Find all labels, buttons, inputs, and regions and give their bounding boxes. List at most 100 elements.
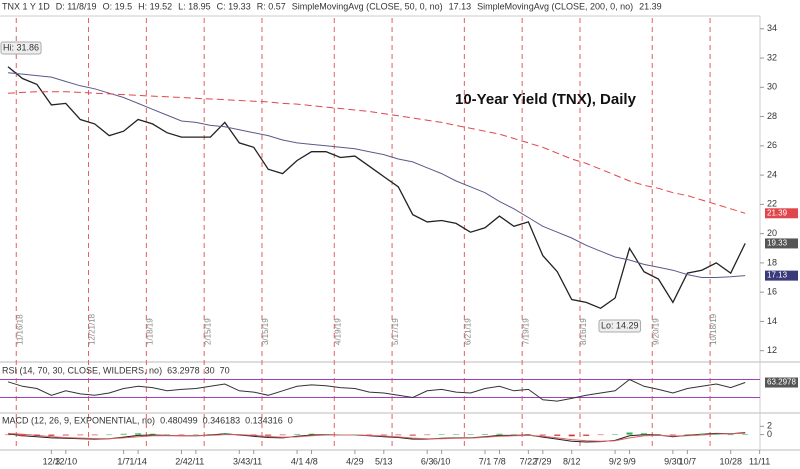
histogram-bar — [655, 434, 662, 435]
header-text: SimpleMovingAvg (CLOSE, 50, 0, no) — [292, 1, 443, 11]
x-tick-label: 7/8 — [493, 456, 506, 466]
event-label: 9/20/19 — [651, 318, 660, 345]
x-tick-label: 9/30 — [664, 456, 682, 466]
histogram-bar — [467, 434, 474, 435]
x-tick-label: 4/8 — [305, 456, 318, 466]
event-label: 4/19/19 — [333, 318, 342, 345]
series-line — [7, 432, 746, 442]
panel-header: 30 — [205, 365, 215, 375]
header-text: L: 18.95 — [178, 1, 211, 11]
x-tick-label: 2/4 — [175, 456, 188, 466]
panel-header: 0 — [288, 415, 293, 425]
histogram-bar — [351, 434, 358, 436]
annotation: Hi: 31.86 — [3, 42, 39, 52]
value-tag — [765, 377, 798, 388]
chart-title: 10-Year Yield (TNX), Daily — [455, 91, 637, 108]
panel-header: 0.346183 — [203, 415, 241, 425]
y-tick-label: 2 — [767, 421, 772, 431]
y-tick-label: 32 — [767, 52, 777, 62]
header-text: O: 19.5 — [103, 1, 133, 11]
histogram-bar — [91, 434, 98, 436]
y-tick-label: 24 — [767, 169, 777, 179]
panel-header: MACD (12, 26, 9, EXPONENTIAL, no) — [2, 415, 155, 425]
y-tick-label: 0 — [767, 429, 772, 439]
histogram-bar — [742, 434, 749, 435]
header-text: C: 19.33 — [217, 1, 251, 11]
histogram-bar — [409, 434, 416, 436]
event-label: 8/16/19 — [579, 318, 588, 345]
histogram-bar — [48, 434, 55, 436]
histogram-bar — [453, 434, 460, 435]
x-tick-label: 6/10 — [433, 456, 451, 466]
y-tick-label: 18 — [767, 257, 777, 267]
histogram-bar — [308, 433, 315, 435]
histogram-bar — [525, 434, 532, 435]
annotation: Lo: 14.29 — [601, 320, 639, 330]
header-text: 21.39 — [639, 1, 662, 11]
histogram-bar — [77, 434, 84, 436]
event-label: 5/17/19 — [391, 318, 400, 345]
x-tick-label: 8/12 — [563, 456, 581, 466]
y-tick-label: 16 — [767, 287, 777, 297]
header-text: SimpleMovingAvg (CLOSE, 200, 0, no) — [477, 1, 633, 11]
histogram-bar — [62, 434, 69, 436]
histogram-bar — [178, 434, 185, 436]
histogram-bar — [236, 434, 243, 436]
histogram-bar — [337, 434, 344, 436]
histogram-bar — [294, 433, 301, 435]
histogram-bar — [727, 434, 734, 436]
histogram-bar — [438, 434, 445, 435]
x-tick-label: 7/29 — [534, 456, 552, 466]
panel-header: RSI (14, 70, 30, CLOSE, WILDERS, no) — [2, 365, 162, 375]
event-label: 1/18/19 — [145, 318, 154, 345]
header-text: R: 0.57 — [257, 1, 286, 11]
histogram-bar — [322, 434, 329, 435]
series-line — [7, 91, 746, 214]
x-tick-label: 7/22 — [520, 456, 538, 466]
histogram-bar — [510, 434, 517, 435]
x-tick-label: 12/3 — [43, 456, 61, 466]
series-line — [7, 72, 746, 278]
panel-header: 63.2978 — [167, 365, 200, 375]
header-text: D: 11/8/19 — [56, 1, 97, 11]
histogram-bar — [380, 434, 387, 436]
histogram-bar — [135, 433, 142, 435]
histogram-bar — [640, 433, 647, 435]
x-tick-label: 9/9 — [623, 456, 636, 466]
x-tick-label: 1/7 — [117, 456, 130, 466]
x-tick-label: 9/2 — [609, 456, 622, 466]
panel-header: 0.134316 — [245, 415, 283, 425]
event-label: 7/19/19 — [521, 318, 530, 345]
histogram-bar — [481, 433, 488, 435]
value-tag-label: 63.2978 — [767, 378, 796, 387]
histogram-bar — [395, 434, 402, 436]
y-tick-label: 22 — [767, 199, 777, 209]
x-tick-label: 11/11 — [749, 456, 770, 466]
x-tick-label: 10/28 — [719, 456, 742, 466]
x-tick-label: 6/3 — [421, 456, 434, 466]
histogram-bar — [496, 433, 503, 435]
value-tag — [765, 270, 798, 281]
histogram-bar — [539, 434, 546, 436]
header-text: H: 19.52 — [138, 1, 172, 11]
histogram-bar — [19, 434, 26, 437]
value-tag-label: 19.33 — [767, 239, 788, 248]
y-tick-label: 28 — [767, 111, 777, 121]
histogram-bar — [568, 434, 575, 437]
value-tag-label: 21.39 — [767, 208, 788, 217]
histogram-bar — [612, 434, 619, 435]
histogram-bar — [366, 434, 373, 436]
event-label: 6/21/19 — [463, 318, 472, 345]
value-tag — [765, 208, 798, 219]
x-tick-label: 4/29 — [346, 456, 364, 466]
series-line — [7, 378, 746, 402]
histogram-bar — [221, 433, 228, 435]
header-text: TNX 1 Y 1D — [2, 1, 50, 11]
histogram-bar — [120, 433, 127, 435]
x-tick-label: 2/11 — [187, 456, 204, 466]
histogram-bar — [5, 434, 11, 436]
x-tick-label: 1/14 — [129, 456, 147, 466]
y-tick-label: 30 — [767, 82, 777, 92]
y-tick-label: 20 — [767, 228, 777, 238]
